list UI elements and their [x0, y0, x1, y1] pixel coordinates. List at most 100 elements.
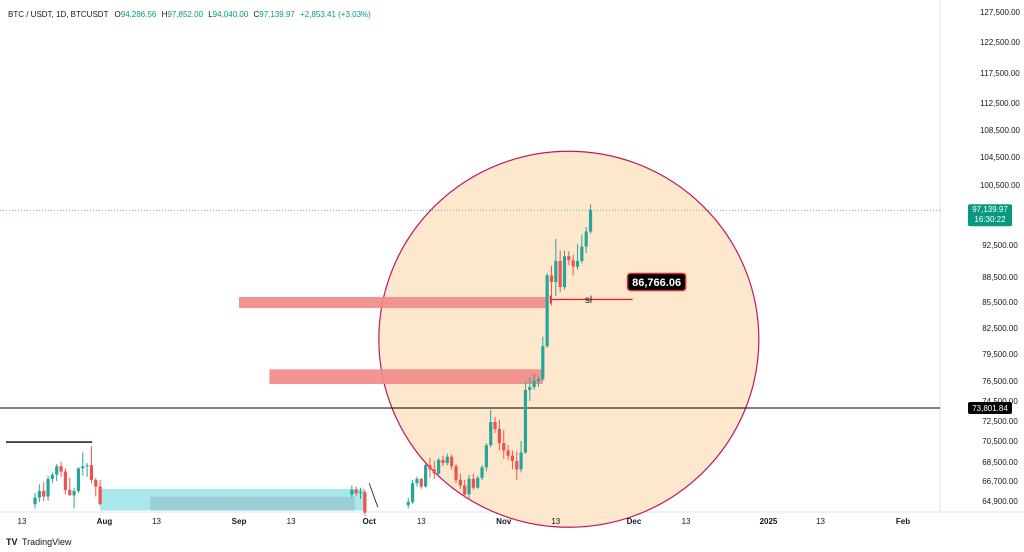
candle-body — [554, 261, 558, 282]
candle-body — [42, 491, 46, 497]
x-tick-label: 13 — [816, 517, 825, 526]
tv-brand-name: TradingView — [22, 537, 72, 547]
lines-layer — [0, 209, 940, 508]
x-tick-label: Aug — [97, 517, 113, 526]
y-tick-label: 112,500.00 — [980, 99, 1020, 108]
x-tick-layer: 13 Aug 13 Sep 13 Oct 13 Nov 13 Dec 13 2025 13 Feb — [18, 517, 911, 526]
x-tick-label: Dec — [627, 517, 642, 526]
candle-body — [575, 261, 580, 267]
candle-body — [354, 489, 358, 494]
zone-red[interactable] — [269, 369, 543, 384]
zone-red[interactable] — [239, 297, 548, 309]
candle-body — [467, 478, 471, 495]
circle-layer — [378, 150, 760, 528]
open-value: 94,286.56 — [121, 10, 157, 19]
candle-body — [89, 465, 94, 480]
tv-logo-icon: TV — [6, 537, 18, 547]
ohlc-legend: BTC / USDT, 1D, BTCUSDT O94,286.56 H97,8… — [8, 10, 371, 19]
x-tick-label: 13 — [287, 517, 296, 526]
candle-body — [458, 479, 462, 486]
candle-body — [85, 465, 89, 467]
demand-zone-inner — [150, 496, 355, 511]
y-tick-label: 92,500.00 — [982, 241, 1018, 250]
y-tick-label: 74,500.00 — [982, 397, 1018, 406]
candle-body — [497, 429, 501, 444]
x-tick-label: 13 — [18, 517, 27, 526]
symbol-name[interactable]: BTC / USDT, 1D, BTCUSDT — [8, 10, 109, 19]
candle-body — [432, 469, 436, 474]
x-tick-label: 13 — [152, 517, 161, 526]
y-tick-layer: 127,500.00 122,500.00 117,500.00 112,500.00… — [980, 8, 1021, 506]
y-tick-label: 117,500.00 — [980, 69, 1020, 78]
y-tick-label: 104,500.00 — [980, 153, 1021, 162]
candles-layer — [33, 204, 593, 516]
candle-body — [532, 381, 536, 387]
candle-body — [428, 465, 432, 470]
candle-body — [545, 275, 549, 347]
candle-body — [480, 467, 484, 478]
low-value: 94,040.00 — [213, 10, 249, 19]
level-price-tag: 73,801.84 — [968, 401, 1012, 414]
candle-body — [519, 452, 523, 470]
candle-body — [536, 379, 541, 381]
x-tick-label: Oct — [363, 517, 377, 526]
candle-body — [358, 492, 363, 494]
candle-body — [515, 460, 519, 470]
highlight-circle[interactable] — [378, 150, 760, 528]
candle-body — [506, 450, 510, 456]
last-price-tag: 97,139.97 16:30:22 — [968, 204, 1012, 227]
candle-body — [454, 466, 458, 480]
candle-body — [37, 491, 41, 498]
candle-body — [437, 459, 441, 474]
y-tick-label: 76,500.00 — [982, 377, 1018, 386]
close-value: 97,139.97 — [259, 10, 295, 19]
candle-body — [50, 474, 54, 479]
high-value: 97,852.00 — [167, 10, 203, 19]
candle-body — [363, 492, 367, 513]
level-price-tag-bg — [968, 401, 1012, 414]
candle-body — [411, 483, 415, 503]
x-tick-label: 2025 — [760, 517, 778, 526]
candle-body — [33, 497, 37, 505]
trend-stub — [368, 483, 379, 508]
candle-body — [419, 478, 423, 487]
candle-body — [415, 478, 419, 484]
candle-body — [450, 456, 454, 467]
candle-body — [567, 256, 571, 261]
y-tick-label: 70,500.00 — [982, 437, 1018, 446]
tradingview-logo[interactable]: TV TradingView — [6, 537, 72, 547]
bar-countdown: 16:30:22 — [974, 215, 1006, 224]
candle-body — [441, 459, 445, 464]
candle-body — [68, 489, 72, 496]
last-price-value: 97,139.97 — [972, 205, 1008, 214]
y-tick-label: 68,500.00 — [982, 458, 1018, 467]
stop-loss-callout[interactable] — [626, 272, 687, 292]
candle-body — [350, 489, 354, 495]
zones-front-layer — [239, 297, 548, 384]
stop-loss-drawing[interactable]: sl 86,766.06 — [549, 272, 687, 306]
candle-body — [424, 465, 428, 487]
candle-body — [562, 256, 567, 287]
y-tick-label: 64,900.00 — [982, 497, 1018, 506]
candle-body — [584, 231, 588, 247]
candle-body — [76, 468, 81, 491]
candle-body — [59, 466, 63, 472]
candle-body — [523, 390, 528, 453]
candle-body — [489, 422, 493, 446]
low-label: L — [208, 10, 213, 19]
price-axis[interactable] — [940, 0, 1024, 512]
y-tick-label: 72,500.00 — [982, 417, 1018, 426]
y-tick-label: 66,700.00 — [982, 477, 1018, 486]
candle-body — [502, 443, 506, 451]
stop-loss-callout-value: 86,766.06 — [632, 277, 681, 289]
change-value: +2,853.41 (+3.03%) — [300, 10, 371, 19]
candle-body — [558, 261, 562, 287]
candle-body — [571, 260, 575, 267]
x-tick-label: 13 — [417, 517, 426, 526]
candle-body — [510, 455, 515, 461]
candle-body — [493, 422, 497, 429]
x-tick-label: 13 — [682, 517, 691, 526]
x-tick-label: Nov — [496, 517, 512, 526]
candle-body — [528, 387, 532, 390]
